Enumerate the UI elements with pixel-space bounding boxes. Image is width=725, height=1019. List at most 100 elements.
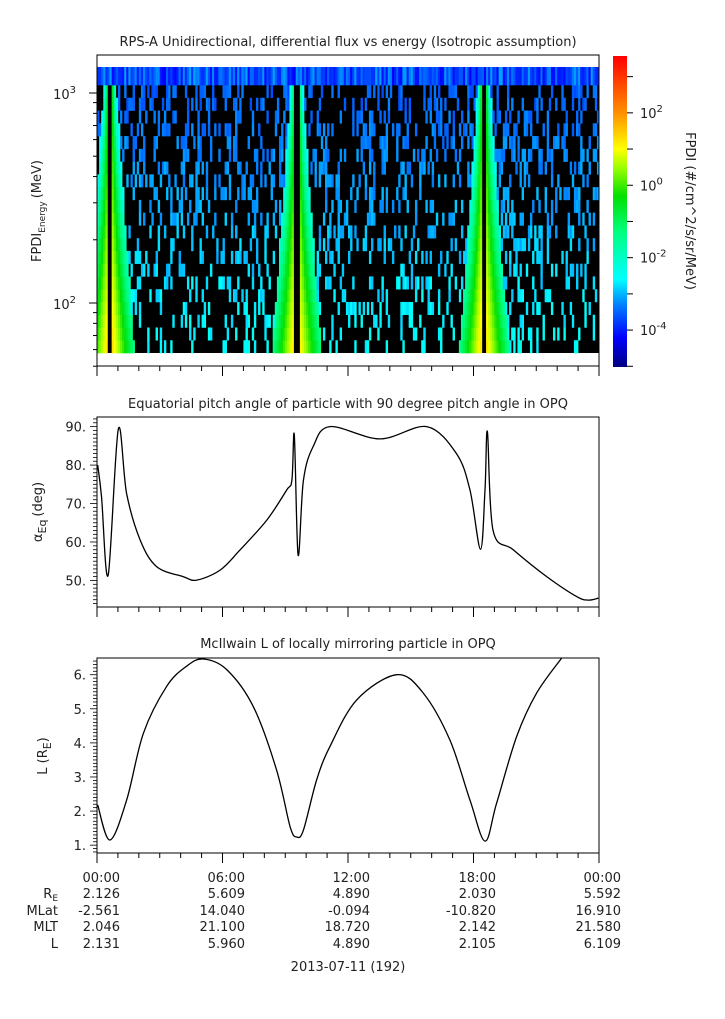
heatmap-cell [255, 148, 259, 162]
heatmap-cell [195, 187, 198, 201]
heatmap-cell [373, 187, 376, 201]
heatmap-cell [124, 110, 127, 124]
heatmap-cell [542, 67, 545, 86]
heatmap-cell [381, 289, 384, 303]
heatmap-cell [486, 174, 489, 188]
heatmap-cell [283, 238, 286, 252]
heatmap-cell [408, 301, 412, 316]
heatmap-cell [285, 136, 288, 150]
heatmap-cell [584, 67, 587, 86]
heatmap-cell [124, 85, 127, 99]
heatmap-cell [431, 225, 435, 239]
heatmap-cell [178, 199, 181, 213]
heatmap-cell [454, 199, 458, 213]
heatmap-cell [479, 174, 483, 188]
heatmap-cell [124, 67, 127, 86]
heatmap-cell [289, 97, 292, 111]
heatmap-cell [444, 174, 447, 188]
colorbar-tick-label: 100 [640, 176, 663, 194]
heatmap-cell [122, 212, 125, 226]
heatmap-cell [105, 212, 108, 226]
heatmap-cell [191, 67, 194, 86]
heatmap-cell [285, 250, 288, 264]
heatmap-cell [515, 67, 518, 86]
heatmap-cell [414, 289, 418, 303]
heatmap-cell [205, 97, 209, 111]
heatmap-cell [235, 110, 238, 124]
heatmap-cell [182, 148, 186, 162]
heatmap-cell [143, 67, 146, 86]
heatmap-cell [588, 161, 591, 175]
heatmap-cell [270, 187, 273, 201]
heatmap-cell [115, 314, 119, 328]
heatmap-cell [113, 67, 117, 86]
heatmap-cell [402, 301, 405, 316]
heatmap-cell [523, 238, 527, 252]
heatmap-cell [287, 289, 290, 303]
heatmap-cell [101, 340, 104, 354]
mcilwain-l-line [97, 658, 563, 842]
heatmap-cell [490, 327, 493, 341]
heatmap-cell [331, 314, 334, 328]
heatmap-cell [274, 67, 278, 86]
heatmap-cell [341, 289, 345, 303]
heatmap-cell [548, 97, 552, 111]
heatmap-cell [348, 314, 351, 328]
heatmap-cell [299, 314, 303, 328]
heatmap-cell [500, 148, 504, 162]
heatmap-cell [99, 327, 102, 341]
heatmap-cell [97, 199, 100, 213]
heatmap-cell [486, 97, 489, 111]
heatmap-cell [218, 174, 221, 188]
heatmap-cell [304, 289, 307, 303]
heatmap-cell [291, 314, 294, 328]
heatmap-cell [500, 340, 504, 354]
heatmap-cell [283, 340, 286, 354]
heatmap-cell [477, 212, 481, 226]
heatmap-cell [500, 67, 504, 86]
heatmap-cell [550, 161, 554, 175]
heatmap-cell [486, 123, 489, 137]
tick-exponent: 3 [70, 85, 76, 96]
heatmap-cell [471, 212, 474, 226]
heatmap-cell [494, 123, 497, 137]
heatmap-cell [255, 238, 259, 252]
heatmap-cell [304, 187, 307, 201]
heatmap-cell [569, 263, 573, 277]
heatmap-cell [538, 250, 541, 264]
heatmap-cell [222, 340, 225, 354]
heatmap-cell [186, 123, 190, 137]
heatmap-cell [209, 136, 213, 150]
heatmap-cell [471, 250, 474, 264]
heatmap-cell [492, 314, 495, 328]
heatmap-cell [97, 314, 100, 328]
heatmap-cell [500, 199, 504, 213]
heatmap-cell [494, 276, 497, 290]
heatmap-cell [105, 199, 108, 213]
heatmap-cell [285, 340, 288, 354]
heatmap-cell [534, 67, 537, 86]
heatmap-cell [578, 212, 581, 226]
heatmap-cell [176, 67, 179, 86]
heatmap-cell [278, 327, 282, 341]
heatmap-cell [176, 187, 179, 201]
heatmap-cell [339, 225, 343, 239]
heatmap-cell [291, 67, 294, 86]
spectrogram-y-label: FPDIEnergy(MeV) [30, 160, 48, 262]
heatmap-cell [492, 136, 495, 150]
heatmap-cell [417, 148, 420, 162]
heatmap-cell [490, 123, 493, 137]
heatmap-cell [488, 340, 491, 354]
heatmap-cell [299, 212, 303, 226]
row-label-sub: E [52, 894, 58, 904]
heatmap-cell [440, 327, 443, 341]
heatmap-cell [446, 250, 449, 264]
heatmap-cell [519, 314, 522, 328]
heatmap-cell [138, 314, 142, 328]
heatmap-cell [201, 161, 204, 175]
heatmap-cell [314, 276, 317, 290]
heatmap-cell [506, 225, 510, 239]
tick-exponent: -4 [657, 321, 667, 332]
heatmap-cell [232, 289, 236, 303]
heatmap-cell [467, 136, 470, 150]
